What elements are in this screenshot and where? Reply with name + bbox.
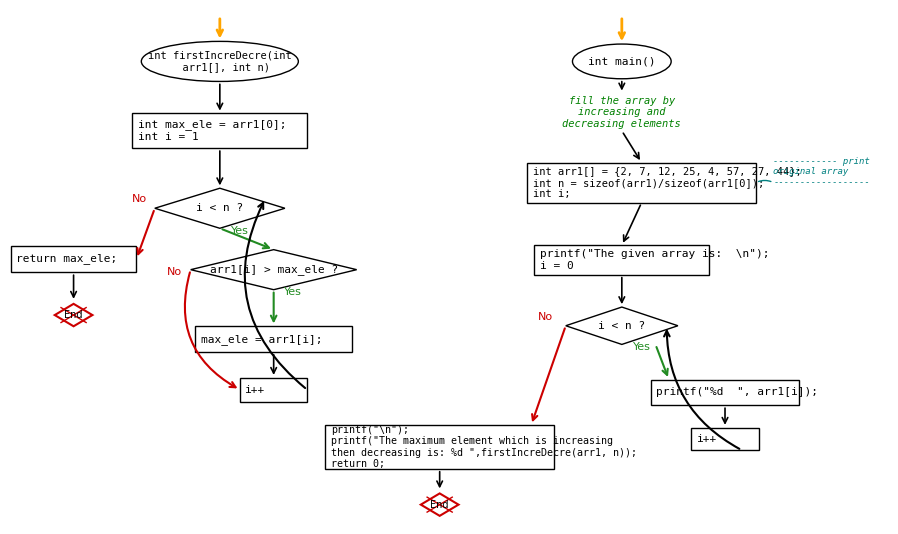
Text: int main(): int main() xyxy=(588,57,656,66)
Text: Yes: Yes xyxy=(632,342,650,352)
Text: No: No xyxy=(166,267,181,277)
Text: Yes: Yes xyxy=(285,287,303,297)
Text: max_ele = arr1[i];: max_ele = arr1[i]; xyxy=(200,334,322,344)
Text: i++: i++ xyxy=(697,434,717,444)
Text: End: End xyxy=(430,500,449,509)
Bar xyxy=(240,378,307,402)
Text: No: No xyxy=(538,312,553,323)
Bar xyxy=(527,162,756,202)
Bar xyxy=(691,428,759,450)
Text: Yes: Yes xyxy=(231,226,249,236)
Text: ------------ print
original array
------------------: ------------ print original array ------… xyxy=(773,157,870,187)
Text: End: End xyxy=(65,310,83,320)
Text: int arr1[] = {2, 7, 12, 25, 4, 57, 27, 44};
int n = sizeof(arr1)/sizeof(arr1[0]): int arr1[] = {2, 7, 12, 25, 4, 57, 27, 4… xyxy=(533,166,801,199)
Text: printf("\n");
printf("The maximum element which is increasing
then decreasing is: printf("\n"); printf("The maximum elemen… xyxy=(330,425,637,469)
Bar xyxy=(132,113,307,148)
Text: fill the array by
increasing and
decreasing elements: fill the array by increasing and decreas… xyxy=(562,96,682,129)
Text: printf("%d  ", arr1[i]);: printf("%d ", arr1[i]); xyxy=(656,388,818,397)
Text: printf("The given array is:  \n");
i = 0: printf("The given array is: \n"); i = 0 xyxy=(540,249,770,271)
Text: i < n ?: i < n ? xyxy=(196,203,243,213)
Bar xyxy=(11,246,136,272)
Text: int firstIncreDecre(int
  arr1[], int n): int firstIncreDecre(int arr1[], int n) xyxy=(148,51,292,72)
Bar xyxy=(195,326,352,352)
Bar xyxy=(534,246,709,274)
Text: arr1[i] > max_ele ?: arr1[i] > max_ele ? xyxy=(209,264,338,275)
Text: No: No xyxy=(131,194,146,204)
Bar xyxy=(325,425,554,469)
Text: int max_ele = arr1[0];
int i = 1: int max_ele = arr1[0]; int i = 1 xyxy=(137,120,286,142)
Bar xyxy=(651,380,799,405)
Text: i++: i++ xyxy=(245,385,266,395)
Text: i < n ?: i < n ? xyxy=(598,321,646,331)
Text: return max_ele;: return max_ele; xyxy=(16,254,118,264)
